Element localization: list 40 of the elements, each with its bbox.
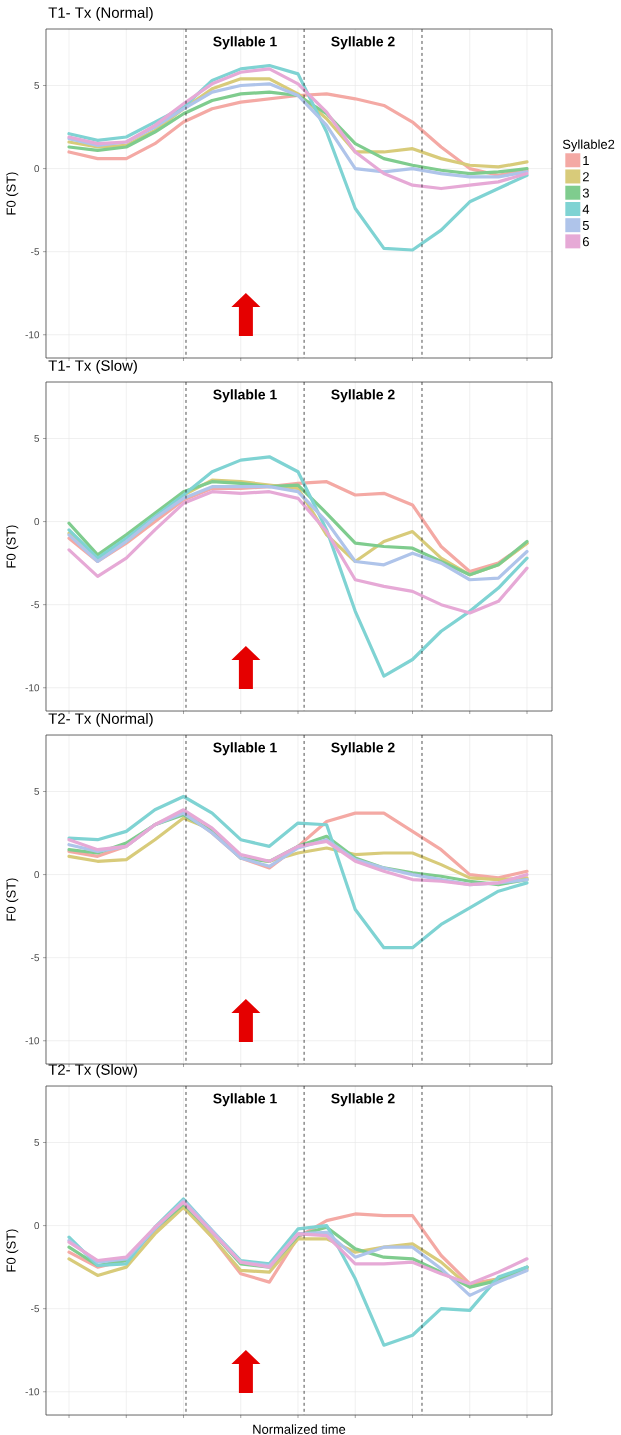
annotation: Syllable 1 — [213, 389, 277, 403]
legend-label: 1 — [583, 156, 589, 165]
y-tick-label: -10 — [25, 684, 40, 692]
y-tick-label: -5 — [31, 248, 40, 256]
x-axis-title: Normalized time — [253, 1424, 346, 1434]
y-tick-label: -5 — [31, 954, 40, 962]
annotation: Syllable 2 — [331, 742, 395, 756]
y-tick-label: 0 — [34, 518, 40, 526]
y-tick-label: -10 — [25, 1388, 40, 1396]
annotation: Syllable 2 — [331, 389, 395, 403]
y-axis-title: F0 (ST) — [6, 525, 19, 568]
y-tick-label: 0 — [34, 1222, 40, 1230]
legend-label: 4 — [582, 204, 590, 214]
annotation: Syllable 1 — [213, 1093, 277, 1107]
y-tick-label: 5 — [34, 82, 40, 89]
annotation: Syllable 2 — [331, 36, 395, 50]
y-axis-title: F0 (ST) — [6, 878, 19, 921]
y-axis-title: F0 (ST) — [6, 172, 19, 215]
annotation: Syllable 1 — [213, 742, 277, 756]
legend-label: 5 — [582, 220, 589, 231]
y-tick-label: 5 — [34, 435, 40, 442]
annotation: Syllable 2 — [331, 1093, 395, 1107]
y-tick-label: -10 — [25, 331, 40, 339]
chart-title: T1- Tx (Slow) — [48, 359, 137, 374]
legend-label: 3 — [582, 188, 589, 198]
y-tick-label: 0 — [34, 165, 40, 173]
legend-label: 6 — [582, 237, 589, 247]
y-tick-label: 0 — [34, 871, 40, 879]
chart-title: T1- Tx (Normal) — [48, 6, 153, 21]
legend-label: 2 — [582, 172, 589, 182]
y-tick-label: -5 — [31, 601, 40, 609]
annotation: Syllable 1 — [213, 36, 277, 50]
chart-title: T2- Tx (Normal) — [48, 712, 153, 727]
legend-title: Syllable2 — [562, 139, 615, 152]
y-tick-label: 5 — [34, 788, 40, 795]
chart-title: T2- Tx (Slow) — [48, 1063, 137, 1078]
y-axis-title: F0 (ST) — [6, 1229, 19, 1272]
y-tick-label: -5 — [31, 1305, 40, 1313]
y-tick-label: 5 — [34, 1139, 40, 1146]
y-tick-label: -10 — [25, 1037, 40, 1045]
